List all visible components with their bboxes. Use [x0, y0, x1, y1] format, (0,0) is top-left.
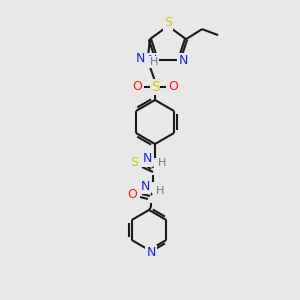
Text: H: H — [158, 158, 166, 168]
Text: N: N — [142, 152, 152, 166]
Text: N: N — [146, 245, 156, 259]
Text: N: N — [136, 52, 146, 64]
Text: N: N — [178, 54, 188, 67]
Text: O: O — [127, 188, 137, 202]
Text: O: O — [168, 80, 178, 94]
Text: N: N — [148, 54, 158, 67]
Text: N: N — [140, 179, 150, 193]
Text: O: O — [132, 80, 142, 94]
Text: S: S — [130, 157, 138, 169]
Text: H: H — [156, 186, 164, 196]
Text: S: S — [151, 80, 159, 94]
Text: H: H — [150, 57, 158, 67]
Text: S: S — [164, 16, 172, 29]
